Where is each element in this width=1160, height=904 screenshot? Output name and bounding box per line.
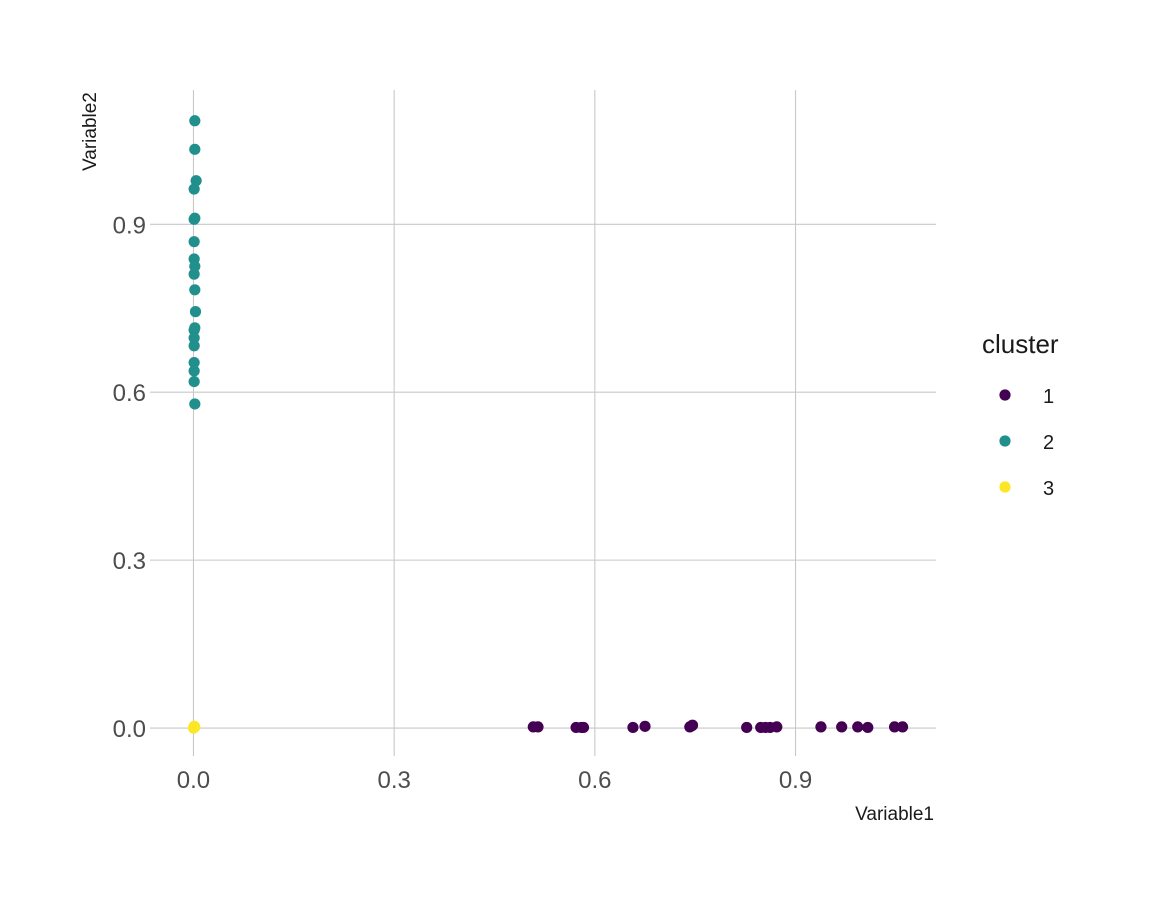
legend-key-cluster-3 [999, 481, 1011, 493]
data-point-cluster-2 [189, 284, 201, 296]
tick-labels: 0.0 0.3 0.6 0.9 0.0 0.3 0.6 0.9 [113, 212, 813, 794]
data-point-cluster-2 [189, 115, 201, 127]
x-tick-label: 0.0 [177, 767, 210, 794]
data-points [187, 115, 909, 734]
y-tick-label: 0.6 [113, 380, 146, 407]
data-point-cluster-2 [188, 268, 200, 280]
grid [150, 90, 936, 756]
legend-key-cluster-2 [999, 435, 1011, 447]
data-point-cluster-1 [577, 721, 590, 734]
y-tick-label: 0.3 [113, 548, 146, 575]
legend-key-cluster-1 [999, 389, 1011, 401]
legend-title: cluster [982, 329, 1059, 359]
data-point-cluster-2 [188, 332, 200, 344]
data-point-cluster-2 [188, 365, 200, 377]
x-axis-title: Variable1 [855, 804, 934, 825]
data-point-cluster-2 [189, 306, 202, 318]
data-point-cluster-1 [686, 719, 699, 731]
data-point-cluster-2 [190, 175, 202, 187]
legend-label-cluster-1: 1 [1043, 386, 1054, 408]
legend-label-cluster-2: 2 [1043, 432, 1054, 454]
data-point-cluster-2 [188, 236, 200, 248]
data-point-cluster-2 [188, 375, 200, 388]
data-point-cluster-1 [741, 721, 753, 734]
data-point-cluster-2 [188, 183, 200, 195]
data-point-cluster-2 [189, 143, 201, 155]
y-tick-label: 0.9 [113, 212, 146, 239]
data-point-cluster-1 [896, 721, 909, 733]
data-point-cluster-1 [888, 721, 901, 733]
legend-items: 1 2 3 [999, 386, 1054, 500]
y-tick-label: 0.0 [113, 716, 146, 743]
data-point-cluster-1 [771, 721, 783, 733]
legend-label-cluster-3: 3 [1043, 478, 1054, 500]
data-point-cluster-1 [639, 720, 651, 732]
x-tick-label: 0.6 [578, 767, 611, 794]
y-axis-title: Variable2 [80, 92, 101, 171]
legend: cluster 1 2 3 [982, 329, 1059, 500]
data-point-cluster-1 [532, 721, 544, 733]
data-point-cluster-2 [188, 340, 200, 352]
data-point-cluster-3 [188, 720, 200, 732]
x-tick-label: 0.3 [377, 767, 410, 794]
data-point-cluster-2 [188, 324, 200, 336]
data-point-cluster-1 [862, 721, 874, 734]
data-point-cluster-1 [627, 721, 639, 734]
data-point-cluster-2 [188, 356, 200, 369]
data-point-cluster-1 [852, 721, 864, 733]
x-tick-label: 0.9 [779, 767, 812, 794]
data-point-cluster-2 [189, 398, 201, 410]
data-point-cluster-1 [836, 721, 848, 733]
data-point-cluster-1 [815, 721, 827, 733]
data-point-cluster-2 [188, 213, 200, 225]
